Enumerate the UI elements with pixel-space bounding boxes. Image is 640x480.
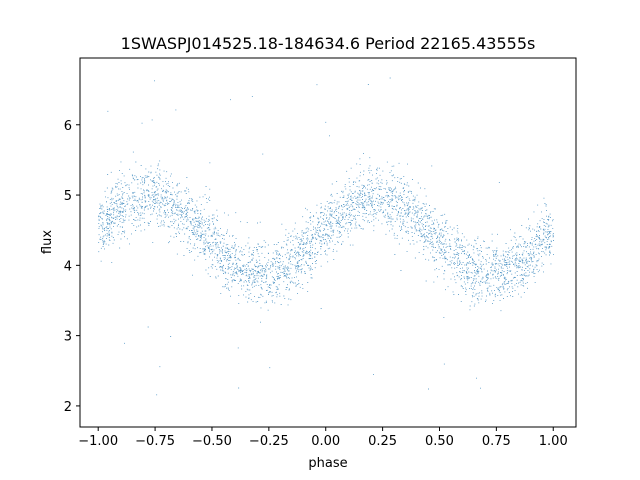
- chart-title: 1SWASPJ014525.18-184634.6 Period 22165.4…: [121, 34, 536, 53]
- x-axis-label: phase: [308, 456, 347, 471]
- x-tick-label: −0.50: [192, 434, 232, 449]
- y-tick-label: 2: [64, 400, 72, 415]
- x-tick-label: 0.25: [368, 434, 397, 449]
- x-tick-label: 0.75: [482, 434, 511, 449]
- y-tick-label: 6: [64, 119, 72, 134]
- plot-area-frame: [79, 57, 577, 428]
- y-tick-label: 3: [64, 330, 72, 345]
- x-tick-label: −0.75: [135, 434, 175, 449]
- y-tick-label: 5: [64, 189, 72, 204]
- x-tick-label: −1.00: [78, 434, 118, 449]
- x-axis-ticks: −1.00 −0.75 −0.50 −0.25 0.00 0.25 0.50 0.75 1.00: [78, 427, 568, 449]
- scatter-points-series: [98, 77, 554, 396]
- data-points: [98, 77, 554, 396]
- y-axis-label: flux: [40, 230, 55, 254]
- x-tick-label: 0.00: [311, 434, 340, 449]
- x-tick-label: −0.25: [249, 434, 289, 449]
- x-tick-label: 1.00: [539, 434, 568, 449]
- y-tick-label: 4: [64, 259, 72, 274]
- x-tick-label: 0.50: [425, 434, 454, 449]
- y-axis-ticks: 2 3 4 5 6: [64, 119, 80, 415]
